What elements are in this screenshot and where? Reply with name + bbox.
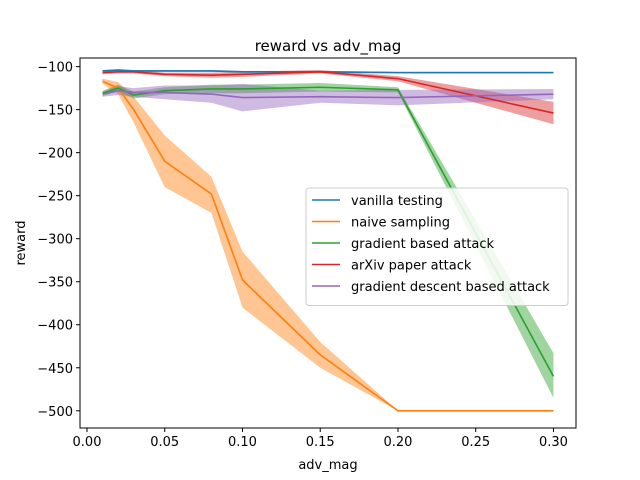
band-2 bbox=[102, 82, 554, 398]
y-axis-label: reward bbox=[14, 220, 29, 265]
y-tick-label: −100 bbox=[37, 61, 73, 76]
x-tick-label: 0.10 bbox=[228, 435, 257, 450]
x-tick-label: 0.00 bbox=[73, 435, 102, 450]
series-line-0 bbox=[102, 69, 554, 74]
chart-title: reward vs adv_mag bbox=[255, 37, 402, 56]
legend-label-2: gradient based attack bbox=[351, 237, 495, 252]
legend-label-0: vanilla testing bbox=[351, 194, 443, 209]
y-tick-label: −500 bbox=[37, 405, 73, 420]
x-tick-label: 0.05 bbox=[150, 435, 179, 450]
y-tick-label: −300 bbox=[37, 233, 73, 248]
band-3 bbox=[102, 70, 554, 125]
legend-label-1: naive sampling bbox=[351, 216, 450, 231]
x-tick-label: 0.25 bbox=[461, 435, 490, 450]
series-lines bbox=[102, 69, 555, 412]
legend-label-4: gradient descent based attack bbox=[351, 280, 550, 295]
x-tick-label: 0.20 bbox=[383, 435, 412, 450]
y-tick-label: −150 bbox=[37, 104, 73, 119]
y-tick-label: −400 bbox=[37, 319, 73, 334]
y-tick-label: −350 bbox=[37, 276, 73, 291]
x-axis-ticks: 0.00 0.05 0.10 0.15 0.20 0.25 0.30 bbox=[73, 428, 568, 450]
series-line-3 bbox=[102, 70, 554, 114]
legend-label-3: arXiv paper attack bbox=[351, 259, 472, 274]
series-line-4 bbox=[102, 89, 554, 99]
y-tick-label: −200 bbox=[37, 147, 73, 162]
x-axis-label: adv_mag bbox=[298, 458, 357, 473]
series-line-2 bbox=[102, 86, 555, 377]
legend-box bbox=[305, 187, 569, 306]
y-tick-label: −250 bbox=[37, 190, 73, 205]
y-tick-label: −450 bbox=[37, 362, 73, 377]
legend: vanilla testing naive sampling gradient ba… bbox=[305, 187, 569, 306]
plot-frame bbox=[79, 57, 577, 429]
y-axis-ticks: −100 −150 −200 −250 −300 −350 −400 −450 −500 bbox=[37, 61, 80, 420]
series-line-1 bbox=[102, 80, 554, 412]
x-tick-label: 0.30 bbox=[539, 435, 568, 450]
x-tick-label: 0.15 bbox=[306, 435, 335, 450]
